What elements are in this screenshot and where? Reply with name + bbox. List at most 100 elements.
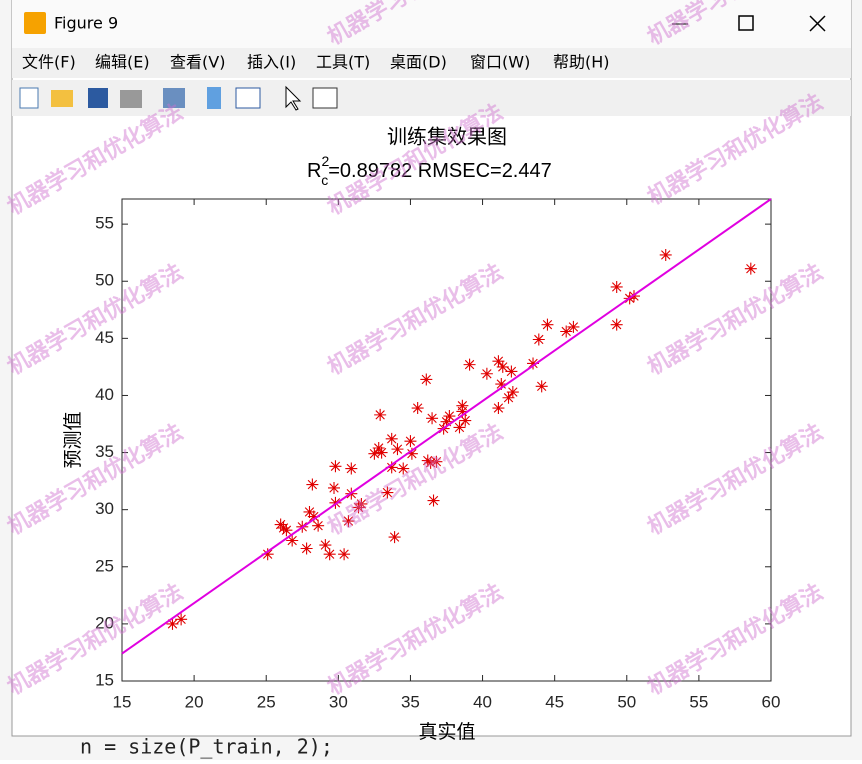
x-tick-label: 55: [689, 692, 708, 711]
data-point: [541, 318, 554, 331]
property-icon[interactable]: [312, 87, 338, 109]
x-tick-label: 35: [401, 692, 420, 711]
open-icon[interactable]: [51, 90, 73, 107]
data-point: [388, 531, 401, 544]
data-point: [459, 414, 472, 427]
data-point: [329, 460, 342, 473]
menu-bar: [12, 48, 851, 78]
data-point: [312, 519, 325, 532]
data-point: [430, 455, 443, 468]
title-bar: [12, 0, 851, 48]
data-point: [424, 456, 437, 469]
data-point: [610, 280, 623, 293]
menu-item[interactable]: 查看(V): [170, 53, 225, 72]
x-tick-label: 20: [185, 692, 204, 711]
data-point: [659, 248, 672, 261]
data-point: [397, 462, 410, 475]
data-point: [345, 462, 358, 475]
toolbar: [12, 80, 851, 116]
data-point: [261, 548, 274, 561]
y-tick-label: 45: [95, 328, 114, 347]
maximize-button[interactable]: [738, 15, 754, 31]
close-button[interactable]: [809, 15, 826, 32]
print-icon[interactable]: [120, 90, 142, 108]
data-point: [456, 405, 469, 418]
data-point: [535, 380, 548, 393]
new-icon[interactable]: [19, 87, 39, 109]
data-point: [381, 486, 394, 499]
data-point: [527, 357, 540, 370]
data-point: [323, 548, 336, 561]
menu-item[interactable]: 工具(T): [316, 53, 370, 72]
data-point: [492, 402, 505, 415]
data-point: [307, 510, 320, 523]
data-point: [480, 367, 493, 380]
data-point: [355, 497, 368, 510]
data-point: [453, 421, 466, 434]
x-tick-label: 40: [473, 692, 492, 711]
data-point: [610, 318, 623, 331]
legend-icon[interactable]: [235, 87, 261, 109]
y-axis-label: 预测值: [62, 411, 84, 468]
pointer-icon[interactable]: [285, 85, 302, 111]
menu-item[interactable]: 窗口(W): [470, 53, 530, 72]
data-point: [303, 505, 316, 518]
data-point: [492, 355, 505, 368]
fit-line: [121, 198, 772, 655]
data-point: [532, 333, 545, 346]
data-point: [505, 365, 518, 378]
y-tick-label: 55: [95, 214, 114, 233]
y-tick-label: 50: [95, 271, 114, 290]
data-point: [342, 515, 355, 528]
data-point: [440, 415, 453, 428]
x-tick-label: 30: [329, 692, 348, 711]
axes-box: [121, 198, 772, 682]
data-point: [286, 534, 299, 547]
menu-item[interactable]: 文件(F): [22, 53, 76, 72]
y-tick-label: 25: [95, 556, 114, 575]
chart-subtitle: R2 c=0.89782 RMSEC=2.447: [307, 153, 552, 188]
data-point: [426, 412, 439, 425]
data-point: [280, 524, 293, 537]
data-point: [306, 478, 319, 491]
data-point: [329, 496, 342, 509]
colorbar-icon[interactable]: [207, 87, 221, 109]
save-icon[interactable]: [88, 88, 108, 108]
toolbar-icons: [19, 85, 338, 111]
data-point: [420, 373, 433, 386]
x-tick-label: 45: [545, 692, 564, 711]
y-tick-label: 30: [95, 499, 114, 518]
x-tick-label: 60: [762, 692, 781, 711]
data-point: [368, 447, 381, 460]
data-point: [567, 320, 580, 333]
app-icon: [24, 12, 46, 34]
link-icon[interactable]: [163, 88, 185, 108]
data-point: [166, 617, 179, 630]
y-tick-label: 40: [95, 385, 114, 404]
menu-item[interactable]: 桌面(D): [390, 53, 447, 72]
data-point: [385, 461, 398, 474]
menu-item[interactable]: 编辑(E): [95, 53, 150, 72]
menu-item[interactable]: 帮助(H): [553, 53, 610, 72]
data-point: [502, 391, 515, 404]
data-point: [506, 386, 519, 399]
x-axis-label: 真实值: [418, 721, 475, 743]
y-tick-label: 35: [95, 442, 114, 461]
data-point: [560, 325, 573, 338]
x-tick-label: 50: [617, 692, 636, 711]
chart-title: 训练集效果图: [387, 125, 507, 149]
data-point: [300, 542, 313, 555]
data-point: [443, 410, 456, 423]
x-tick-label: 25: [257, 692, 276, 711]
data-point: [328, 481, 341, 494]
data-point: [319, 539, 332, 552]
y-tick-label: 20: [95, 613, 114, 632]
data-point: [496, 360, 509, 373]
window-title: Figure 9: [54, 14, 118, 33]
data-point: [405, 447, 418, 460]
data-point: [372, 441, 385, 454]
data-point: [411, 402, 424, 415]
menu-item[interactable]: 插入(I): [247, 53, 296, 72]
